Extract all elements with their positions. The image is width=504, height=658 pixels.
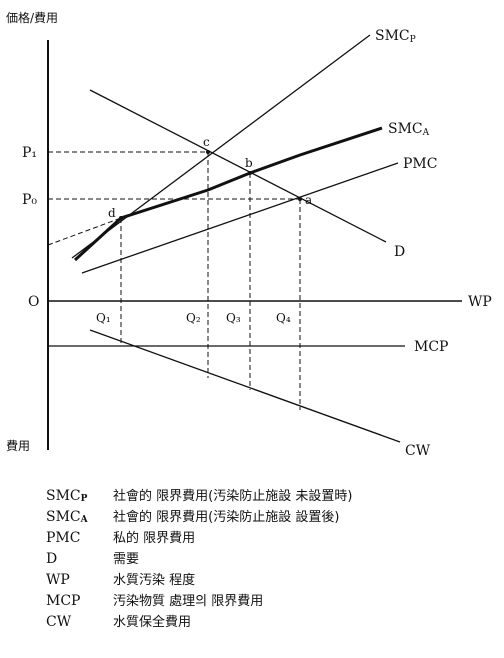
pmc-label: PMC <box>403 156 437 172</box>
legend-definition: 汚染物質 處理의 限界費用 <box>113 594 264 609</box>
legend-row: WP 水質汚染 程度 <box>46 570 486 591</box>
point-c <box>206 150 210 154</box>
quantity-label-q4: Q₄ <box>276 311 291 325</box>
legend-row: SMCA 社會的 限界費用(汚染防止施設 設置後) <box>46 507 486 528</box>
smca-label-sub: A <box>422 128 430 138</box>
price-label-p1: P₁ <box>22 145 37 161</box>
demand-curve <box>89 89 387 243</box>
point-label-d: d <box>108 206 116 220</box>
cw-curve <box>89 329 401 443</box>
legend-definition: 需要 <box>113 552 140 567</box>
y-axis-bottom-label: 費用 <box>6 438 30 453</box>
legend-term: CW <box>46 614 72 630</box>
point-label-a: a <box>305 193 312 207</box>
economics-diagram: 価格/費用 費用 WP O a b c d P₁ P₀ Q₁ Q₂ Q₃ Q₄ … <box>6 10 492 459</box>
point-a <box>298 197 302 201</box>
point-label-b: b <box>245 156 253 170</box>
point-d <box>119 216 123 220</box>
smca-label: SMCA <box>388 121 430 138</box>
legend-row: MCP 汚染物質 處理의 限界費用 <box>46 591 486 612</box>
smcp-label-sub: P <box>410 35 416 45</box>
smcp-curve <box>71 34 371 259</box>
smcp-label: SMCP <box>375 28 416 45</box>
legend-definition: 水質保全費用 <box>113 615 192 630</box>
smca-dashed-extension <box>47 217 122 246</box>
quantity-label-q1: Q₁ <box>96 311 111 325</box>
legend-definition: 私的 限界費用 <box>113 531 196 546</box>
mcp-label: MCP <box>414 339 448 355</box>
x-axis-label: WP <box>468 294 492 310</box>
pmc-curve <box>81 162 399 274</box>
legend-row: D 需要 <box>46 549 486 570</box>
legend-term: PMC <box>46 530 81 546</box>
legend-term: D <box>46 551 58 567</box>
legend-row: SMCP 社會的 限界費用(汚染防止施設 未設置時) <box>46 486 486 507</box>
legend: SMCP 社會的 限界費用(汚染防止施設 未設置時) SMCA 社會的 限界費用… <box>46 486 486 633</box>
legend-definition: 社會的 限界費用(汚染防止施設 設置後) <box>113 510 340 525</box>
origin-label: O <box>28 294 39 310</box>
cw-label: CW <box>405 443 431 459</box>
quantity-label-q3: Q₃ <box>226 311 241 325</box>
point-label-c: c <box>203 135 210 149</box>
legend-definition: 水質汚染 程度 <box>113 573 196 588</box>
legend-term: SMCA <box>46 509 88 525</box>
y-axis-top-label: 価格/費用 <box>6 10 58 25</box>
legend-definition: 社會的 限界費用(汚染防止施設 未設置時) <box>113 489 353 504</box>
legend-term: SMCP <box>46 488 88 504</box>
legend-row: PMC 私的 限界費用 <box>46 528 486 549</box>
smca-curve <box>73 126 383 262</box>
quantity-label-q2: Q₂ <box>186 311 201 325</box>
legend-term: MCP <box>46 593 81 609</box>
legend-term: WP <box>46 572 70 588</box>
price-label-p0: P₀ <box>22 192 37 208</box>
point-b <box>248 171 252 175</box>
legend-row: CW 水質保全費用 <box>46 612 486 633</box>
demand-label: D <box>394 244 405 260</box>
